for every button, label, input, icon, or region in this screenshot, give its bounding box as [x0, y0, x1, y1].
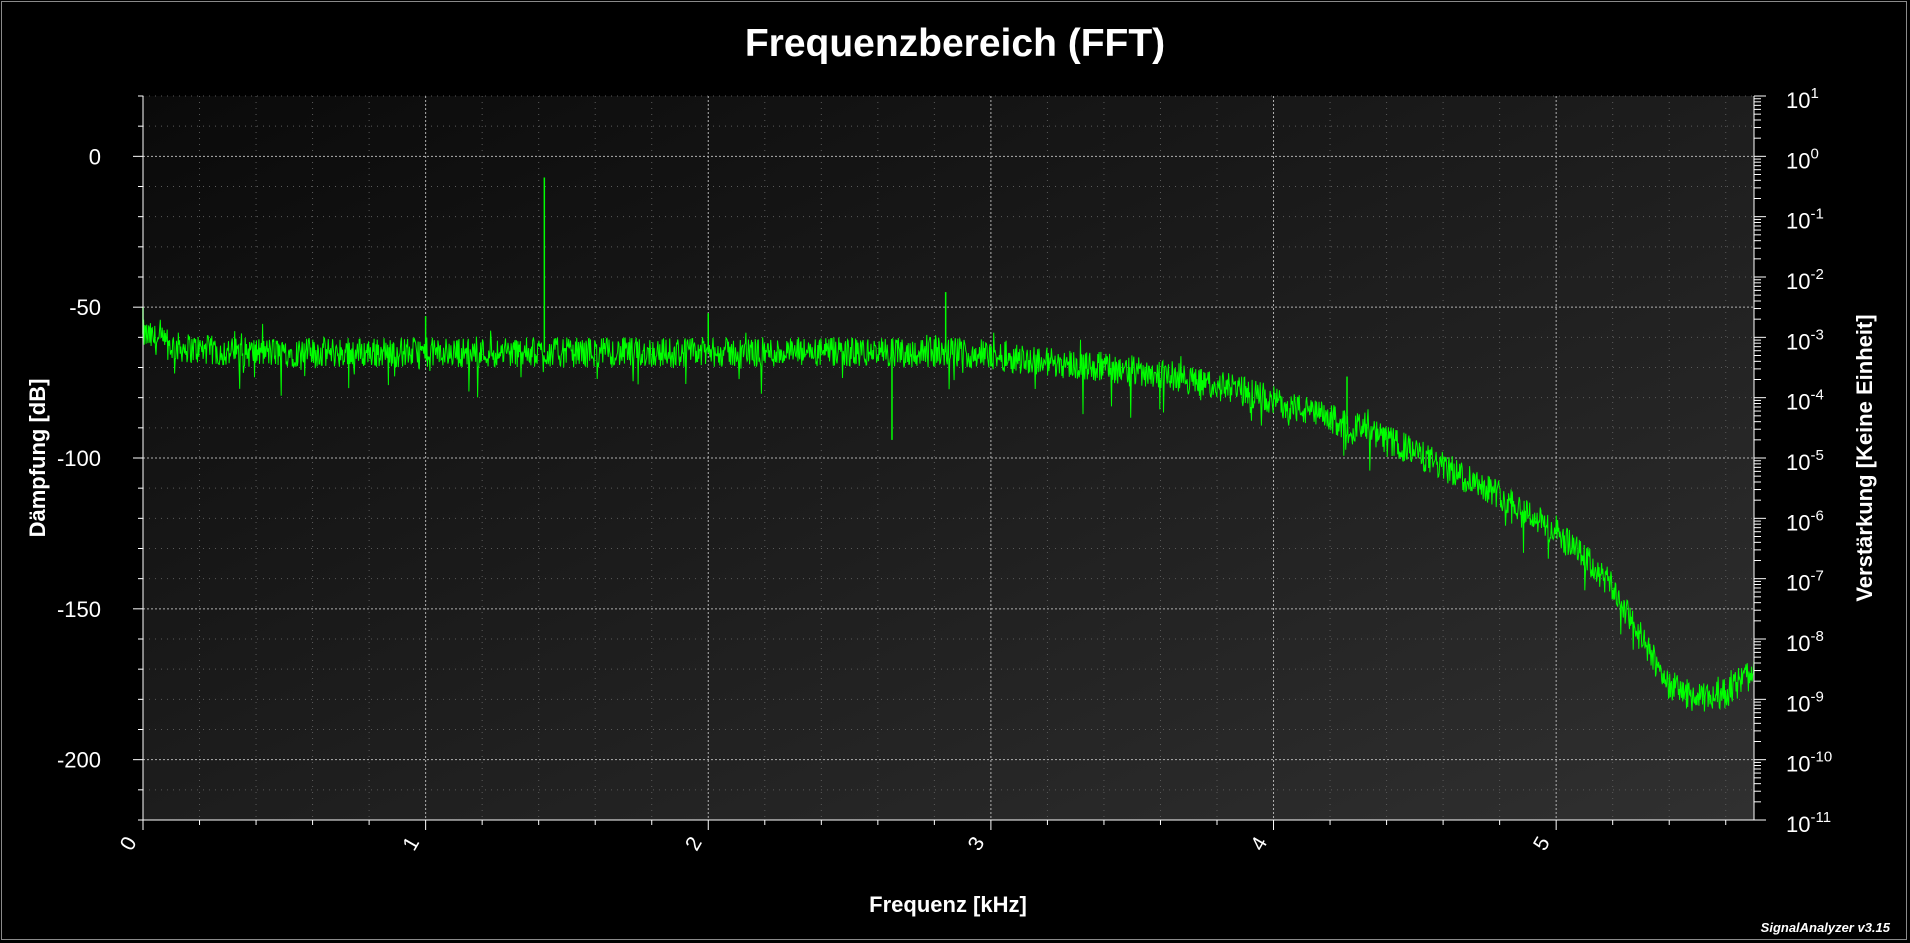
y2-tick-base: 10 [1786, 510, 1810, 535]
y2-tick-base: 10 [1786, 752, 1810, 777]
y2-tick-base: 10 [1786, 631, 1810, 656]
y2-tick-label: 10-8 [1786, 628, 1824, 656]
y2-tick-label: 10-4 [1786, 387, 1824, 415]
minor-grid [143, 95, 1754, 821]
y2-tick-exponent: -9 [1810, 688, 1823, 705]
y2-tick-base: 10 [1786, 209, 1810, 234]
y2-tick-label: 10-2 [1786, 266, 1824, 294]
y2-tick-exponent: -3 [1810, 326, 1823, 343]
y2-tick-exponent: -6 [1810, 507, 1823, 524]
y2-axis-label: Verstärkung [Keine Einheit] [1852, 314, 1877, 601]
major-grid [143, 96, 1754, 820]
y2-tick-label: 10-10 [1786, 749, 1832, 777]
y-tick-label: 0 [89, 144, 101, 169]
y2-tick-label: 10-5 [1786, 447, 1824, 475]
y-tick-labels: 0 -50 -100 -150 -200 [57, 144, 101, 772]
y2-tick-exponent: -1 [1810, 206, 1823, 223]
axes [133, 95, 1766, 830]
x-tick-label: 4 [1246, 833, 1272, 855]
y2-tick-exponent: -11 [1810, 809, 1831, 826]
y2-tick-label: 10-1 [1786, 206, 1824, 234]
y2-tick-base: 10 [1786, 269, 1810, 294]
x-tick-label: 5 [1529, 833, 1555, 855]
y-tick-label: -50 [69, 295, 101, 320]
y2-tick-exponent: -10 [1810, 749, 1832, 766]
chart-title: Frequenzbereich (FFT) [744, 22, 1166, 65]
y2-tick-base: 10 [1786, 691, 1810, 716]
x-tick-label: 3 [964, 833, 990, 855]
y2-tick-label: 10-9 [1786, 688, 1824, 716]
y2-tick-base: 10 [1786, 148, 1810, 173]
y2-tick-base: 10 [1786, 812, 1810, 837]
y2-tick-label: 101 [1786, 85, 1819, 113]
y2-tick-label: 10-11 [1786, 809, 1831, 837]
y2-tick-exponent: -2 [1810, 266, 1823, 283]
y2-tick-label: 10-7 [1786, 568, 1824, 596]
y2-tick-label: 10-3 [1786, 326, 1824, 354]
y-axis-label: Dämpfung [dB] [25, 379, 50, 538]
y2-tick-label: 10-6 [1786, 507, 1824, 535]
y2-tick-exponent: -5 [1810, 447, 1823, 464]
y2-tick-exponent: 1 [1810, 85, 1818, 102]
y2-tick-labels: 10110010-110-210-310-410-510-610-710-810… [1786, 85, 1832, 837]
y2-tick-exponent: -4 [1810, 387, 1823, 404]
x-tick-label: 0 [116, 833, 142, 855]
y2-tick-label: 100 [1786, 145, 1819, 173]
x-tick-labels: 0 1 2 3 4 5 [116, 833, 1555, 855]
y-tick-label: -150 [57, 597, 101, 622]
x-tick-label: 1 [398, 833, 424, 855]
y2-tick-base: 10 [1786, 571, 1810, 596]
y2-tick-base: 10 [1786, 390, 1810, 415]
y2-tick-base: 10 [1786, 88, 1810, 113]
y-tick-label: -100 [57, 446, 101, 471]
y2-tick-exponent: 0 [1810, 145, 1818, 162]
brand-label: SignalAnalyzer v3.15 [1760, 920, 1890, 935]
y2-tick-base: 10 [1786, 450, 1810, 475]
y2-tick-exponent: -7 [1810, 568, 1823, 585]
fft-series-line [142, 319, 1755, 712]
y-tick-label: -200 [57, 748, 101, 773]
x-tick-label: 2 [681, 833, 707, 855]
y2-tick-exponent: -8 [1810, 628, 1823, 645]
x-axis-label: Frequenz [kHz] [869, 892, 1027, 917]
y2-tick-base: 10 [1786, 329, 1810, 354]
